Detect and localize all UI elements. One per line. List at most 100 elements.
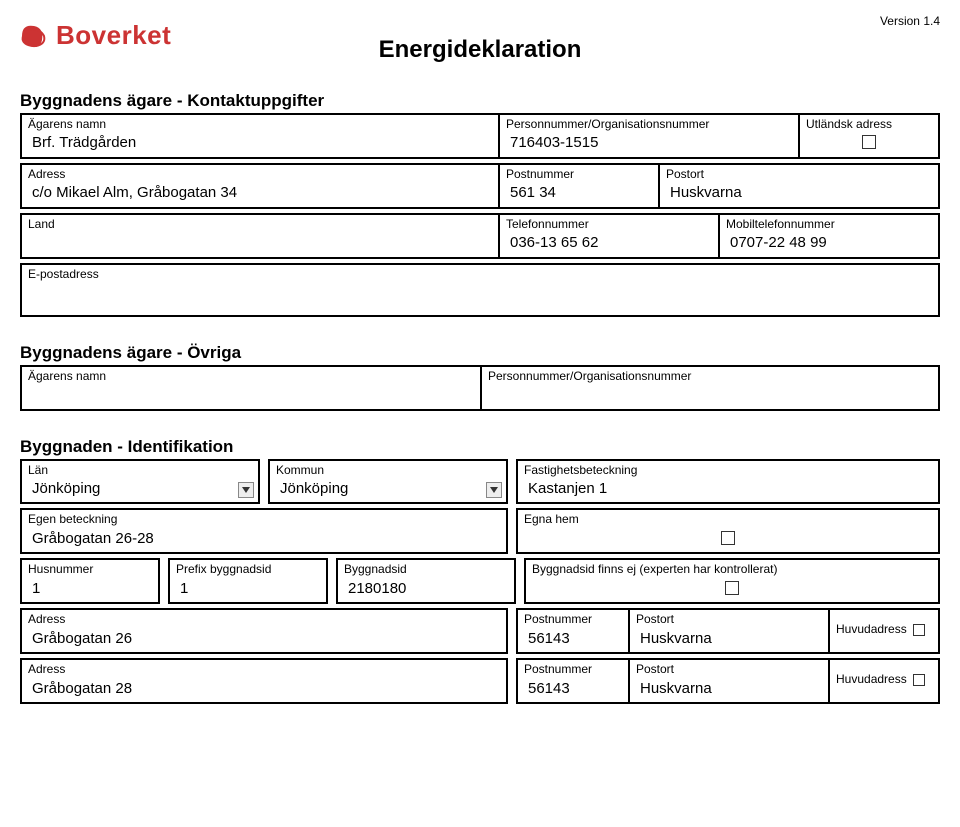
owner-land-value <box>28 234 32 251</box>
addr-value: Gråbogatan 28 <box>28 680 132 697</box>
owner-email-value <box>28 284 32 301</box>
owner-land-cell: Land <box>22 215 498 257</box>
owner-pnr-label: Personnummer/Organisationsnummer <box>506 117 792 131</box>
ident-section: Byggnaden - Identifikation Län Jönköping… <box>20 437 940 704</box>
ident-row-2: Egen beteckning Gråbogatan 26-28 Egna he… <box>20 508 940 554</box>
byggid-missing-checkbox[interactable] <box>725 581 739 595</box>
kommun-cell[interactable]: Kommun Jönköping <box>270 461 506 503</box>
version-label: Version 1.4 <box>880 14 940 28</box>
addr-postnr-cell: Postnummer 56143 <box>518 610 628 652</box>
owner-pnr-cell: Personnummer/Organisationsnummer 716403-… <box>498 115 798 157</box>
fastighet-cell: Fastighetsbeteckning Kastanjen 1 <box>518 461 938 503</box>
owner-address-label: Adress <box>28 167 492 181</box>
egna-hem-box: Egna hem <box>516 508 940 554</box>
owner-other-name-label: Ägarens namn <box>28 369 474 383</box>
lan-cell[interactable]: Län Jönköping <box>22 461 258 503</box>
owner-phone-row: Land Telefonnummer 036-13 65 62 Mobiltel… <box>20 213 940 259</box>
owner-name-label: Ägarens namn <box>28 117 492 131</box>
owner-other-pnr-cell: Personnummer/Organisationsnummer <box>480 367 938 409</box>
fastighet-value: Kastanjen 1 <box>524 480 607 497</box>
kommun-label: Kommun <box>276 463 500 477</box>
addr-cell: Adress Gråbogatan 28 <box>22 660 506 702</box>
owner-contact-section: Byggnadens ägare - Kontaktuppgifter Ägar… <box>20 91 940 317</box>
owner-tel-label: Telefonnummer <box>506 217 712 231</box>
address-row: AdressGråbogatan 28Postnummer56143Postor… <box>20 658 940 704</box>
foreign-address-label: Utländsk adress <box>806 117 932 131</box>
addr-label: Adress <box>28 662 500 676</box>
prefix-label: Prefix byggnadsid <box>176 562 320 576</box>
addr-value: Gråbogatan 26 <box>28 630 132 647</box>
addr-postort-value: Huskvarna <box>636 680 712 697</box>
address-rows: AdressGråbogatan 26Postnummer56143Postor… <box>20 608 940 704</box>
byggid-missing-box: Byggnadsid finns ej (experten har kontro… <box>524 558 940 604</box>
huvud-cell: Huvudadress <box>828 660 938 702</box>
owner-address-value: c/o Mikael Alm, Gråbogatan 34 <box>28 184 237 201</box>
byggid-label: Byggnadsid <box>344 562 508 576</box>
huvud-label: Huvudadress <box>836 672 907 686</box>
huvud-cell: Huvudadress <box>828 610 938 652</box>
foreign-address-cell: Utländsk adress <box>798 115 938 157</box>
owner-postort-cell: Postort Huskvarna <box>658 165 938 207</box>
kommun-dropdown-icon[interactable] <box>486 482 502 498</box>
owner-other-title: Byggnadens ägare - Övriga <box>20 343 940 363</box>
page-title: Energideklaration <box>379 36 582 64</box>
owner-postort-value: Huskvarna <box>666 184 742 201</box>
egen-label: Egen beteckning <box>28 512 500 526</box>
owner-mobil-label: Mobiltelefonnummer <box>726 217 932 231</box>
owner-postnr-label: Postnummer <box>506 167 652 181</box>
addr-postnr-label: Postnummer <box>524 612 622 626</box>
ident-row-3: Husnummer 1 Prefix byggnadsid 1 Byggnads… <box>20 558 940 604</box>
addr-postort-cell: Postort Huskvarna <box>628 610 828 652</box>
lan-value: Jönköping <box>28 480 100 497</box>
addr-cell: AdressGråbogatan 26 <box>22 610 506 652</box>
owner-postnr-value: 561 34 <box>506 184 556 201</box>
husnr-value: 1 <box>28 580 40 597</box>
owner-address-cell: Adress c/o Mikael Alm, Gråbogatan 34 <box>22 165 498 207</box>
huvud-label: Huvudadress <box>836 622 907 636</box>
owner-tel-value: 036-13 65 62 <box>506 234 598 251</box>
addr-postnr-value: 56143 <box>524 680 570 697</box>
egen-value: Gråbogatan 26-28 <box>28 530 154 547</box>
prefix-cell: Prefix byggnadsid 1 <box>170 560 326 602</box>
owner-other-name-cell: Ägarens namn <box>22 367 480 409</box>
addr-postort-label: Postort <box>636 662 822 676</box>
husnr-label: Husnummer <box>28 562 152 576</box>
addr-postort-value: Huskvarna <box>636 630 712 647</box>
kommun-value: Jönköping <box>276 480 348 497</box>
addr-postort-label: Postort <box>636 612 822 626</box>
lan-label: Län <box>28 463 252 477</box>
owner-tel-cell: Telefonnummer 036-13 65 62 <box>498 215 718 257</box>
owner-email-label: E-postadress <box>28 267 932 281</box>
addr-postnr-cell: Postnummer56143 <box>518 660 628 702</box>
byggid-value: 2180180 <box>344 580 406 597</box>
header: Boverket Energideklaration Version 1.4 <box>20 20 940 51</box>
owner-mobil-cell: Mobiltelefonnummer 0707-22 48 99 <box>718 215 938 257</box>
prefix-box: Prefix byggnadsid 1 <box>168 558 328 604</box>
lan-box: Län Jönköping <box>20 459 260 505</box>
husnr-box: Husnummer 1 <box>20 558 160 604</box>
owner-other-section: Byggnadens ägare - Övriga Ägarens namn P… <box>20 343 940 411</box>
owner-contact-title: Byggnadens ägare - Kontaktuppgifter <box>20 91 940 111</box>
addr-postnr-value: 56143 <box>524 630 570 647</box>
owner-other-pnr-label: Personnummer/Organisationsnummer <box>488 369 932 383</box>
egna-hem-checkbox[interactable] <box>721 531 735 545</box>
address-row: AdressGråbogatan 26 Postnummer 56143 Postor… <box>20 608 940 654</box>
owner-name-cell: Ägarens namn Brf. Trädgården <box>22 115 498 157</box>
byggid-missing-label: Byggnadsid finns ej (experten har kontro… <box>532 562 932 576</box>
logo-icon <box>20 22 50 50</box>
owner-other-row: Ägarens namn Personnummer/Organisationsn… <box>20 365 940 411</box>
byggid-cell: Byggnadsid 2180180 <box>338 560 514 602</box>
owner-email-cell: E-postadress <box>22 265 938 315</box>
huvud-checkbox[interactable] <box>913 674 925 686</box>
foreign-address-checkbox[interactable] <box>862 135 876 149</box>
owner-postort-label: Postort <box>666 167 932 181</box>
logo-text: Boverket <box>56 20 171 51</box>
byggid-box: Byggnadsid 2180180 <box>336 558 516 604</box>
huvud-checkbox[interactable] <box>913 624 925 636</box>
lan-dropdown-icon[interactable] <box>238 482 254 498</box>
kommun-box: Kommun Jönköping <box>268 459 508 505</box>
egen-box: Egen beteckning Gråbogatan 26-28 <box>20 508 508 554</box>
owner-name-value: Brf. Trädgården <box>28 134 136 151</box>
addr-postort-cell: Postort Huskvarna <box>628 660 828 702</box>
owner-address-row: Adress c/o Mikael Alm, Gråbogatan 34 Pos… <box>20 163 940 209</box>
